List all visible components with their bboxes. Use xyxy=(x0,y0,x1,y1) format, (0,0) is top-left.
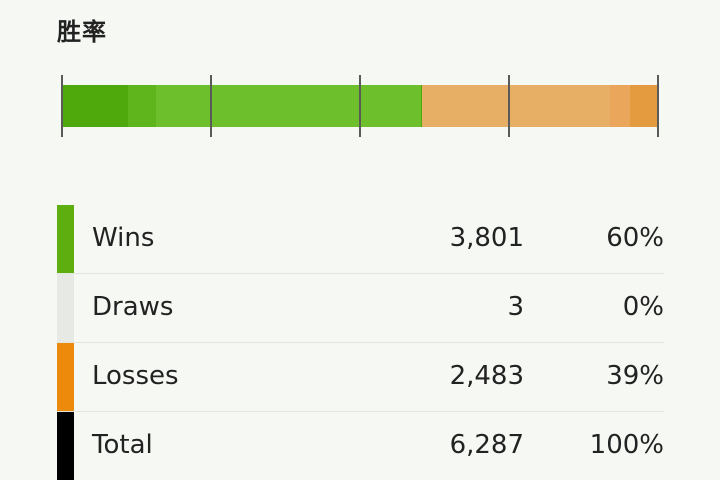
wins-swatch xyxy=(57,205,74,273)
row-count: 6,287 xyxy=(449,430,524,460)
table-row-total: Total 6,287 100% xyxy=(57,412,664,480)
bar-tick-100 xyxy=(657,75,659,137)
total-swatch xyxy=(57,412,74,480)
bar-tick-0 xyxy=(61,75,63,137)
row-label: Total xyxy=(92,430,153,460)
row-label: Wins xyxy=(92,223,155,253)
row-count: 3,801 xyxy=(449,223,524,253)
row-percent: 39% xyxy=(606,361,664,391)
table-row-wins: Wins 3,801 60% xyxy=(57,205,664,274)
row-percent: 60% xyxy=(606,223,664,253)
losses-segment xyxy=(422,85,610,127)
bar-tick-75 xyxy=(508,75,510,137)
losses-segment-dark xyxy=(630,85,658,127)
wins-segment xyxy=(156,85,422,127)
table-row-draws: Draws 3 0% xyxy=(57,274,664,343)
win-rate-bar xyxy=(61,75,659,137)
row-percent: 0% xyxy=(622,292,664,322)
bar-tick-50 xyxy=(359,75,361,137)
page-title: 胜率 xyxy=(57,18,107,46)
wins-segment-dark xyxy=(61,85,128,127)
results-table: Wins 3,801 60% Draws 3 0% Losses 2,483 3… xyxy=(57,205,664,480)
row-percent: 100% xyxy=(589,430,664,460)
losses-segment-mid xyxy=(610,85,630,127)
row-label: Draws xyxy=(92,292,174,322)
table-row-losses: Losses 2,483 39% xyxy=(57,343,664,412)
losses-swatch xyxy=(57,343,74,411)
row-count: 2,483 xyxy=(449,361,524,391)
row-label: Losses xyxy=(92,361,179,391)
win-rate-bar-track xyxy=(61,85,659,127)
row-count: 3 xyxy=(507,292,524,322)
bar-tick-25 xyxy=(210,75,212,137)
draws-swatch xyxy=(57,274,74,342)
wins-segment-mid xyxy=(128,85,156,127)
